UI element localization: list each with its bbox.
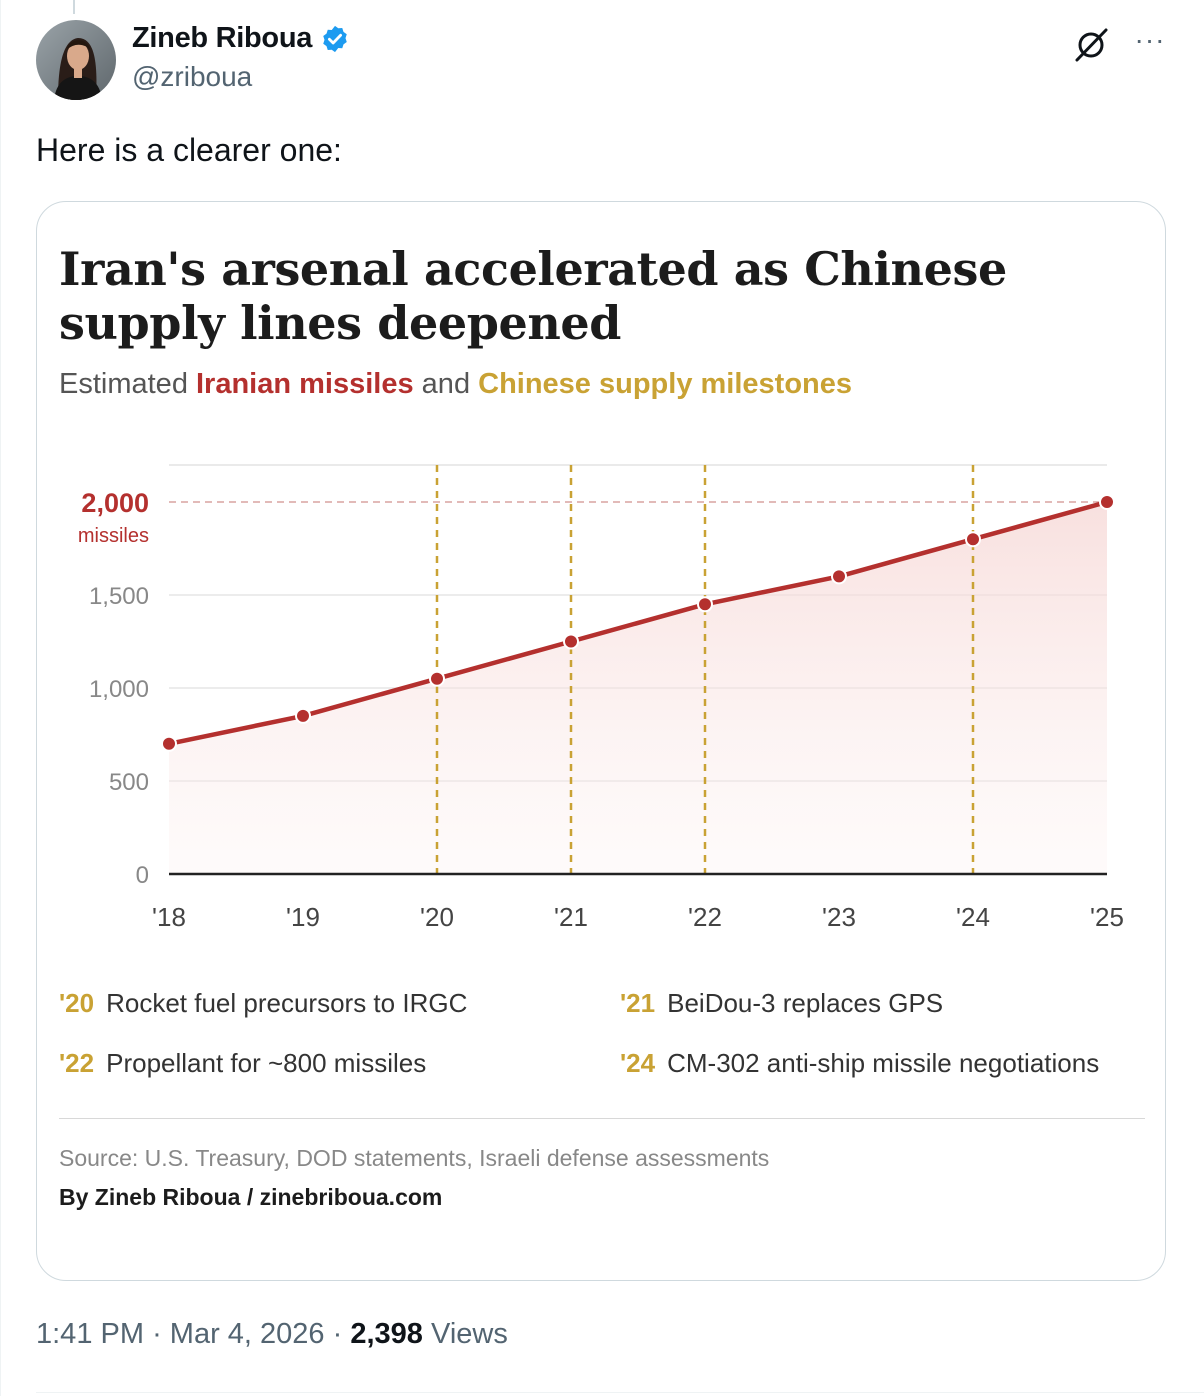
- series-line: [166, 499, 1110, 747]
- y-tick-label: 1,000: [89, 676, 149, 703]
- author-handle[interactable]: @zriboua: [132, 61, 253, 92]
- views-count: 2,398: [350, 1318, 423, 1350]
- author-display-name[interactable]: Zineb Riboua: [132, 22, 313, 54]
- tweet-timestamp-time[interactable]: 1:41 PM: [36, 1318, 144, 1350]
- data-point: [429, 670, 445, 687]
- verified-badge-icon[interactable]: [320, 24, 350, 54]
- data-point: [697, 596, 713, 613]
- y-tick-sublabel: missiles: [78, 525, 149, 547]
- milestone-year: '21: [620, 988, 656, 1018]
- tweet-media-card[interactable]: Iran's arsenal accelerated as Chinese su…: [36, 201, 1166, 1281]
- milestone-year: '22: [59, 1048, 95, 1078]
- milestone-text: Propellant for ~800 missiles: [106, 1048, 427, 1078]
- x-tick-label: '23: [822, 902, 856, 932]
- y-tick-label: 0: [136, 862, 149, 889]
- chart-byline: By Zineb Riboua / zinebriboua.com: [59, 1184, 443, 1210]
- subtitle-prefix: Estimated: [59, 368, 196, 400]
- data-point: [161, 735, 177, 752]
- data-point: [831, 568, 847, 585]
- bottom-border: [36, 1392, 1204, 1393]
- y-tick-label: 1,500: [89, 583, 149, 610]
- missile-line-chart: 0 500 1,000 1,500 2,000 missiles '18 '19 '20 '21 '…: [78, 464, 1124, 932]
- grok-icon[interactable]: [1072, 24, 1112, 64]
- milestone-year: '20: [59, 988, 95, 1018]
- x-tick-label: '25: [1090, 902, 1124, 932]
- avatar[interactable]: [36, 20, 116, 100]
- y-tick-label: 500: [109, 769, 149, 796]
- milestone-item: '24 CM-302 anti-ship missile negotiations: [620, 1048, 1099, 1079]
- milestone-item: '20 Rocket fuel precursors to IRGC: [59, 988, 467, 1019]
- milestone-item: '21 BeiDou-3 replaces GPS: [620, 988, 943, 1019]
- card-divider: [59, 1118, 1145, 1119]
- subtitle-milestones: Chinese supply milestones: [478, 368, 853, 400]
- author-block[interactable]: Zineb Riboua @zriboua: [132, 22, 350, 93]
- tweet-meta: 1:41 PM · Mar 4, 2026 · 2,398 Views: [36, 1318, 508, 1351]
- avatar-image: [36, 20, 116, 100]
- milestone-text: Rocket fuel precursors to IRGC: [106, 988, 468, 1018]
- meta-separator: ·: [152, 1318, 162, 1350]
- x-tick-label: '20: [420, 902, 454, 932]
- tweet-timestamp-date[interactable]: Mar 4, 2026: [169, 1318, 325, 1350]
- chart-title: Iran's arsenal accelerated as Chinese su…: [59, 242, 1007, 350]
- data-point: [1099, 494, 1115, 510]
- x-tick-label: '22: [688, 902, 722, 932]
- more-options-icon[interactable]: ···: [1134, 24, 1166, 55]
- data-point: [563, 633, 579, 650]
- views-label: Views: [431, 1318, 508, 1350]
- x-tick-label: '18: [152, 902, 186, 932]
- milestone-year: '24: [620, 1048, 656, 1078]
- subtitle-missiles: Iranian missiles: [196, 368, 414, 400]
- data-point: [295, 707, 311, 724]
- thread-connector: [73, 0, 75, 14]
- chart-subtitle: Estimated Iranian missiles and Chinese s…: [59, 368, 852, 401]
- meta-separator: ·: [332, 1318, 343, 1350]
- x-tick-label: '21: [554, 902, 588, 932]
- left-border: [0, 0, 1, 1396]
- subtitle-mid: and: [413, 368, 479, 400]
- chart-source: Source: U.S. Treasury, DOD statements, I…: [59, 1145, 770, 1171]
- milestone-text: BeiDou-3 replaces GPS: [667, 988, 944, 1018]
- data-point: [965, 531, 981, 548]
- milestone-item: '22 Propellant for ~800 missiles: [59, 1048, 426, 1079]
- series-area: [169, 502, 1107, 874]
- x-tick-label: '19: [286, 902, 320, 932]
- x-tick-label: '24: [956, 902, 990, 932]
- y-tick-label: 2,000: [81, 488, 149, 518]
- tweet-text: Here is a clearer one:: [36, 132, 342, 168]
- milestone-text: CM-302 anti-ship missile negotiations: [667, 1048, 1100, 1078]
